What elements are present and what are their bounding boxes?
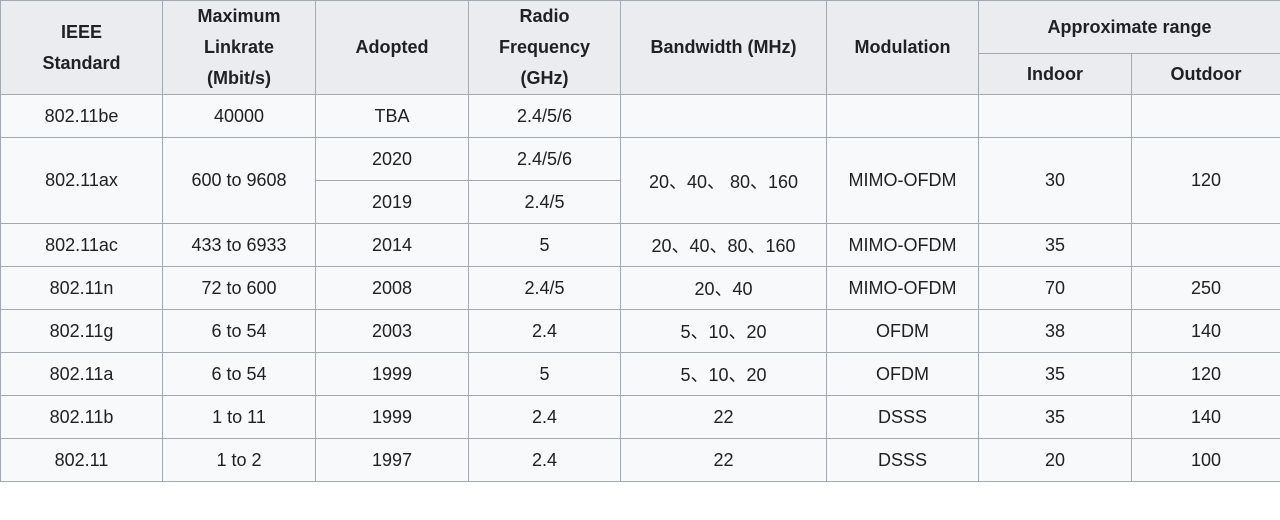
header-frequency: Radio Frequency (GHz) xyxy=(468,0,621,95)
cell-indoor: 30 xyxy=(978,137,1132,224)
cell-indoor: 70 xyxy=(978,266,1132,310)
cell-linkrate: 6 to 54 xyxy=(162,309,316,353)
table-row: 2019 2.4/5 xyxy=(1,180,1280,224)
header-adopted: Adopted xyxy=(315,0,469,95)
cell-frequency: 2.4/5/6 xyxy=(468,94,621,138)
cell-adopted: TBA xyxy=(315,94,469,138)
cell-frequency: 5 xyxy=(468,223,621,267)
cell-frequency: 2.4 xyxy=(468,309,621,353)
header-modulation: Modulation xyxy=(826,0,979,95)
cell-linkrate: 600 to 9608 xyxy=(162,137,316,224)
cell-bandwidth: 22 xyxy=(620,438,827,482)
cell-frequency: 2.4/5 xyxy=(468,180,621,224)
cell-frequency: 2.4 xyxy=(468,438,621,482)
cell-frequency: 5 xyxy=(468,352,621,396)
cell-outdoor: 250 xyxy=(1130,266,1280,310)
cell-outdoor: 120 xyxy=(1130,137,1280,224)
table-row: 802.11a 6 to 54 1999 5 5、10、20 OFDM 35 1… xyxy=(0,352,1280,396)
header-linkrate: Maximum Linkrate (Mbit/s) xyxy=(162,0,316,95)
table-body: 802.11be 40000 TBA 2.4/5/6 802.11ax 600 … xyxy=(0,94,1280,482)
cell-modulation xyxy=(826,94,979,138)
cell-linkrate: 1 to 2 xyxy=(162,438,316,482)
cell-bandwidth: 22 xyxy=(620,395,827,439)
cell-indoor: 20 xyxy=(978,438,1132,482)
header-standard: IEEE Standard xyxy=(0,0,163,95)
cell-standard: 802.11be xyxy=(0,94,163,138)
table-row: 802.11n 72 to 600 2008 2.4/5 20、40 MIMO-… xyxy=(0,266,1280,310)
cell-modulation: MIMO-OFDM xyxy=(826,266,979,310)
cell-bandwidth: 20、40、80、160 xyxy=(620,223,827,267)
cell-modulation: MIMO-OFDM xyxy=(826,137,979,224)
cell-indoor: 35 xyxy=(978,395,1132,439)
table-row: 802.11ac 433 to 6933 2014 5 20、40、80、160… xyxy=(0,223,1280,267)
cell-bandwidth xyxy=(620,94,827,138)
table-row: 802.11be 40000 TBA 2.4/5/6 xyxy=(0,94,1280,138)
cell-standard: 802.11ac xyxy=(0,223,163,267)
header-bandwidth: Bandwidth (MHz) xyxy=(620,0,827,95)
table-row: 802.11 1 to 2 1997 2.4 22 DSSS 20 100 xyxy=(0,438,1280,482)
cell-adopted: 1999 xyxy=(315,352,469,396)
cell-adopted: 2008 xyxy=(315,266,469,310)
cell-frequency: 2.4 xyxy=(468,395,621,439)
cell-linkrate: 6 to 54 xyxy=(162,352,316,396)
header-outdoor: Outdoor xyxy=(1130,53,1280,95)
header-approximate-range: Approximate range xyxy=(977,0,1280,54)
cell-linkrate: 40000 xyxy=(162,94,316,138)
cell-standard: 802.11 xyxy=(0,438,163,482)
cell-outdoor xyxy=(1130,223,1280,267)
cell-outdoor xyxy=(1130,94,1280,138)
cell-adopted: 1999 xyxy=(315,395,469,439)
table-row: 802.11g 6 to 54 2003 2.4 5、10、20 OFDM 38… xyxy=(0,309,1280,353)
cell-frequency: 2.4/5 xyxy=(468,266,621,310)
cell-modulation: DSSS xyxy=(826,438,979,482)
cell-bandwidth: 5、10、20 xyxy=(620,352,827,396)
cell-adopted: 2003 xyxy=(315,309,469,353)
cell-linkrate: 72 to 600 xyxy=(162,266,316,310)
header-indoor: Indoor xyxy=(978,53,1132,95)
cell-linkrate: 1 to 11 xyxy=(162,395,316,439)
table-row: 802.11ax 600 to 9608 2020 2.4/5/6 20、40、… xyxy=(0,137,1280,224)
table-row: 802.11b 1 to 11 1999 2.4 22 DSSS 35 140 xyxy=(0,395,1280,439)
cell-adopted: 2020 xyxy=(315,137,469,181)
cell-modulation: DSSS xyxy=(826,395,979,439)
cell-adopted: 2014 xyxy=(315,223,469,267)
cell-standard: 802.11n xyxy=(0,266,163,310)
cell-outdoor: 100 xyxy=(1130,438,1280,482)
cell-standard: 802.11b xyxy=(0,395,163,439)
cell-indoor: 35 xyxy=(978,223,1132,267)
cell-indoor: 38 xyxy=(978,309,1132,353)
wifi-standards-table: IEEE Standard Maximum Linkrate (Mbit/s) … xyxy=(0,0,1280,482)
cell-outdoor: 140 xyxy=(1130,309,1280,353)
cell-standard: 802.11g xyxy=(0,309,163,353)
cell-standard: 802.11ax xyxy=(0,137,163,224)
cell-adopted: 1997 xyxy=(315,438,469,482)
cell-linkrate: 433 to 6933 xyxy=(162,223,316,267)
cell-outdoor: 140 xyxy=(1130,395,1280,439)
cell-bandwidth: 20、40 xyxy=(620,266,827,310)
cell-standard: 802.11a xyxy=(0,352,163,396)
cell-bandwidth: 20、40、 80、160 xyxy=(620,137,827,224)
cell-adopted: 2019 xyxy=(315,180,469,224)
cell-modulation: MIMO-OFDM xyxy=(826,223,979,267)
cell-indoor xyxy=(978,94,1132,138)
cell-modulation: OFDM xyxy=(826,352,979,396)
table-header: IEEE Standard Maximum Linkrate (Mbit/s) … xyxy=(0,0,1280,95)
cell-frequency: 2.4/5/6 xyxy=(468,137,621,181)
cell-indoor: 35 xyxy=(978,352,1132,396)
cell-modulation: OFDM xyxy=(826,309,979,353)
cell-bandwidth: 5、10、20 xyxy=(620,309,827,353)
cell-outdoor: 120 xyxy=(1130,352,1280,396)
